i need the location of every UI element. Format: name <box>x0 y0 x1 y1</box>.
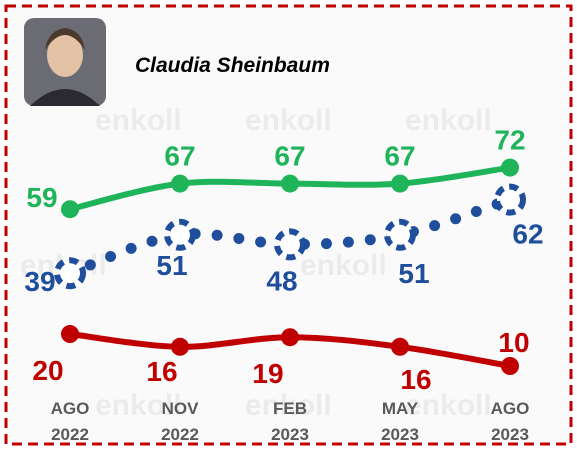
marker <box>171 337 189 356</box>
marker <box>384 218 416 251</box>
x-tick-label: NOV 2022 <box>161 399 199 444</box>
marker <box>54 257 86 290</box>
data-label: 19 <box>252 358 283 389</box>
data-label: 62 <box>512 219 543 250</box>
marker <box>391 174 409 193</box>
photo <box>24 18 106 106</box>
watermark: enkoll <box>300 249 387 282</box>
marker <box>501 357 519 375</box>
data-label: 10 <box>498 327 529 358</box>
marker <box>274 228 306 261</box>
data-label: 16 <box>400 364 431 395</box>
data-label: 16 <box>146 356 177 387</box>
marker <box>281 328 299 347</box>
chart-title: Claudia Sheinbaum <box>135 54 330 77</box>
data-label: 51 <box>156 250 187 281</box>
watermark: enkoll <box>95 104 182 137</box>
x-tick-label: AGO 2022 <box>51 399 90 444</box>
x-tick-label: MAY 2023 <box>381 399 419 444</box>
x-tick-label: FEB 2023 <box>271 399 309 444</box>
marker <box>171 174 189 193</box>
watermark: enkoll <box>245 389 332 422</box>
marker <box>391 337 409 356</box>
data-label: 67 <box>274 141 305 172</box>
data-label: 48 <box>266 265 297 296</box>
data-label: 67 <box>384 141 415 172</box>
marker <box>501 158 519 177</box>
marker <box>494 183 526 216</box>
x-tick-label: AGO 2023 <box>491 399 530 444</box>
marker <box>61 200 79 219</box>
watermark: enkoll <box>405 104 492 137</box>
series-line <box>64 194 516 279</box>
data-label: 72 <box>494 125 525 156</box>
marker <box>164 218 196 251</box>
data-label: 39 <box>24 266 55 297</box>
data-label: 67 <box>164 141 195 172</box>
data-label: 20 <box>32 355 63 386</box>
watermark: enkoll <box>245 104 332 137</box>
data-label: 51 <box>398 258 429 289</box>
marker <box>281 174 299 193</box>
data-label: 59 <box>26 182 57 213</box>
marker <box>61 325 79 343</box>
watermark: enkoll <box>95 389 182 422</box>
watermark: enkoll <box>405 389 492 422</box>
